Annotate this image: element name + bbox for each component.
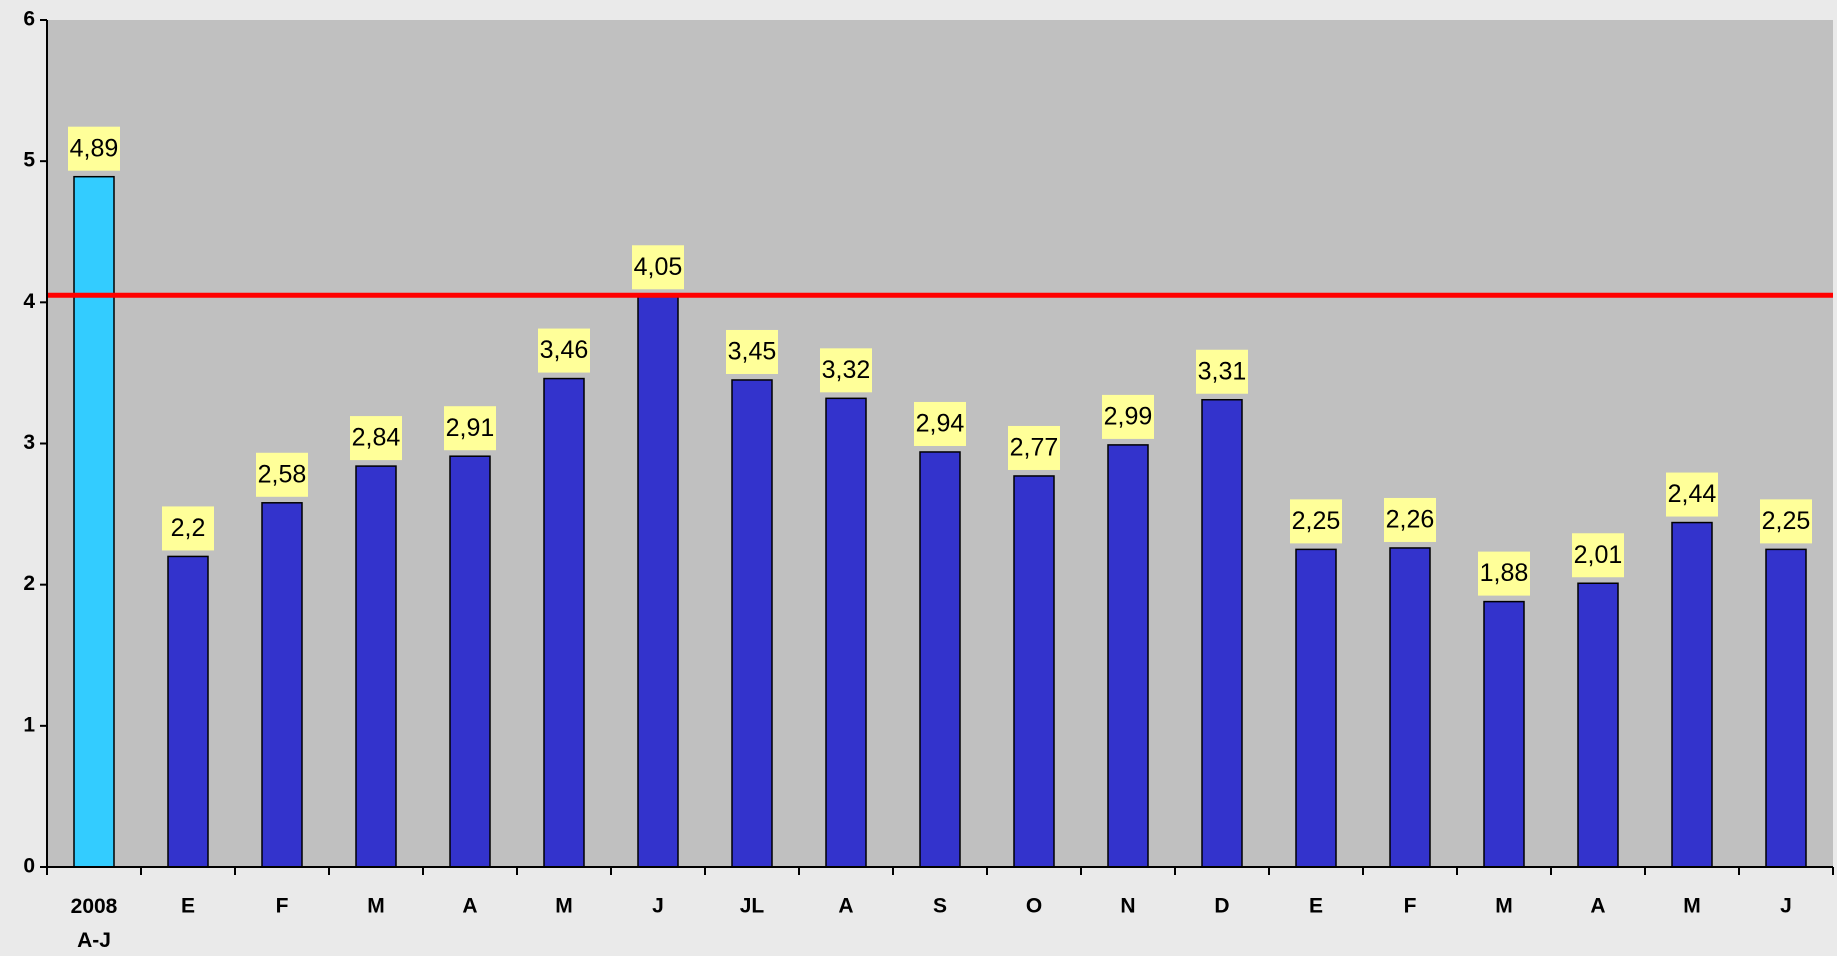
x-tick-label: E — [1309, 895, 1323, 918]
value-label-box — [914, 401, 966, 446]
y-tick-label: 1 — [23, 713, 35, 736]
bar — [919, 451, 961, 868]
value-label-box — [1478, 551, 1530, 596]
x-tick-label: A — [462, 895, 477, 918]
x-tick-label: N — [1120, 895, 1135, 918]
value-label: 4,89 — [70, 134, 119, 162]
value-label-box — [1760, 499, 1812, 544]
value-label-box — [162, 506, 214, 551]
value-label-box — [1572, 533, 1624, 578]
value-label-box — [1384, 497, 1436, 542]
value-label-box — [256, 452, 308, 497]
value-label: 2,01 — [1574, 541, 1623, 569]
value-label-box — [444, 406, 496, 451]
value-label: 1,88 — [1480, 559, 1529, 587]
y-tick-label: 3 — [23, 431, 35, 454]
x-tick-label: O — [1026, 895, 1042, 918]
value-label: 2,77 — [1010, 434, 1059, 462]
bar — [1389, 547, 1431, 868]
bar — [543, 377, 585, 868]
bar — [1765, 548, 1807, 868]
x-tick-label: F — [276, 895, 289, 918]
bar — [73, 175, 115, 868]
value-label: 2,26 — [1386, 506, 1435, 534]
value-label-box — [632, 245, 684, 290]
y-tick-label: 6 — [23, 8, 35, 31]
bar — [637, 294, 679, 868]
value-label-box — [1666, 472, 1718, 517]
y-tick-label: 0 — [23, 855, 35, 878]
x-tick-label: JL — [740, 895, 765, 918]
value-label: 3,32 — [822, 356, 871, 384]
value-label-box — [350, 416, 402, 461]
x-tick-label: M — [1495, 895, 1513, 918]
value-label: 2,25 — [1762, 507, 1811, 535]
value-label: 2,84 — [352, 424, 401, 452]
x-tick-label: E — [181, 895, 195, 918]
bar — [1013, 475, 1055, 868]
value-label-box — [820, 348, 872, 393]
value-label-box — [1196, 349, 1248, 394]
y-tick-label: 4 — [23, 290, 35, 313]
value-label: 2,99 — [1104, 403, 1153, 431]
bar — [1201, 398, 1243, 868]
x-tick-label: A — [1590, 895, 1605, 918]
bar — [449, 455, 491, 868]
bar — [1671, 521, 1713, 868]
value-label: 2,91 — [446, 414, 495, 442]
bar — [1295, 548, 1337, 868]
value-label-box — [68, 126, 120, 171]
value-label-box — [1008, 425, 1060, 470]
value-label: 4,05 — [634, 253, 683, 281]
bar — [1107, 444, 1149, 868]
bar — [1483, 600, 1525, 868]
bar — [731, 379, 773, 868]
y-tick-label: 5 — [23, 149, 35, 172]
bar — [1577, 582, 1619, 868]
value-label: 2,25 — [1292, 507, 1341, 535]
value-label: 2,44 — [1668, 480, 1717, 508]
value-label: 3,46 — [540, 336, 589, 364]
x-tick-label: M — [1683, 895, 1701, 918]
bar — [355, 465, 397, 868]
value-label: 3,45 — [728, 338, 777, 366]
value-label-box — [538, 328, 590, 373]
bar — [825, 397, 867, 868]
value-label: 2,58 — [258, 460, 307, 488]
x-tick-label: D — [1214, 895, 1229, 918]
x-tick-label: A — [838, 895, 853, 918]
x-tick-label: F — [1404, 895, 1417, 918]
y-tick-label: 2 — [23, 572, 35, 595]
x-tick-label: S — [933, 895, 947, 918]
value-label-box — [726, 329, 778, 374]
x-tick-label: J — [652, 895, 664, 918]
x-tick-label: 2008 A-J — [71, 895, 118, 952]
value-label: 2,2 — [171, 514, 206, 542]
value-label-box — [1102, 394, 1154, 439]
value-label-box — [1290, 499, 1342, 544]
bar — [261, 502, 303, 868]
value-label: 2,94 — [916, 410, 965, 438]
x-tick-label: M — [367, 895, 385, 918]
x-tick-label: M — [555, 895, 573, 918]
x-tick-label: J — [1780, 895, 1792, 918]
value-label: 3,31 — [1198, 357, 1247, 385]
bar — [167, 555, 209, 868]
